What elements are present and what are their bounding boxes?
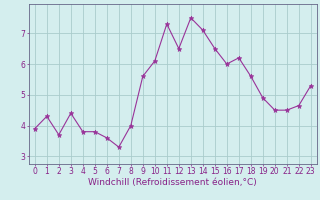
X-axis label: Windchill (Refroidissement éolien,°C): Windchill (Refroidissement éolien,°C) xyxy=(88,178,257,187)
